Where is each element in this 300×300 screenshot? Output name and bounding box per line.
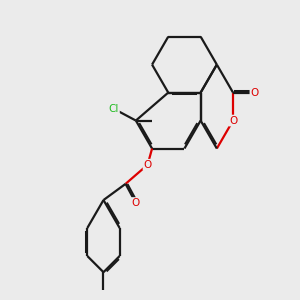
Text: O: O	[132, 198, 140, 208]
Text: O: O	[143, 160, 152, 170]
Text: O: O	[250, 88, 259, 98]
Text: Cl: Cl	[109, 104, 119, 114]
Text: O: O	[229, 116, 237, 126]
